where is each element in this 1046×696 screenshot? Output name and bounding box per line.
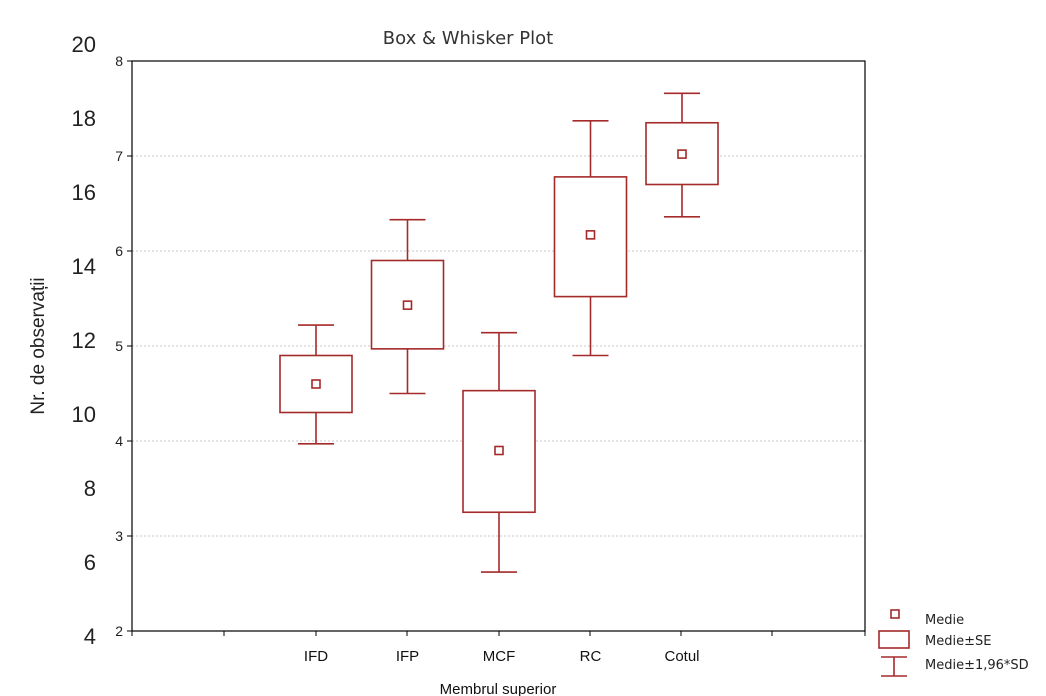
chart-title: Box & Whisker Plot bbox=[383, 28, 553, 49]
mean-marker bbox=[311, 379, 321, 389]
y-axis-label: Nr. de observații bbox=[28, 277, 49, 414]
y-tick-label: 5 bbox=[115, 338, 123, 354]
outer-y-tick-label: 16 bbox=[72, 180, 96, 205]
category-label: IFD bbox=[304, 648, 328, 665]
legend-mean-label: Medie bbox=[925, 613, 964, 628]
box-rc bbox=[553, 120, 628, 357]
legend: Medie Medie±SE Medie±1,96*SD bbox=[878, 609, 1029, 677]
box-mcf bbox=[462, 331, 536, 573]
outer-y-axis: 4 6 8 10 12 14 16 18 20 bbox=[72, 32, 96, 649]
category-label: Cotul bbox=[664, 648, 699, 665]
outer-y-tick-label: 20 bbox=[72, 32, 96, 57]
box-ifp bbox=[370, 218, 445, 395]
legend-se-label: Medie±SE bbox=[925, 634, 991, 649]
box-cotul bbox=[645, 92, 719, 218]
outer-y-tick-label: 6 bbox=[84, 550, 96, 575]
mean-marker bbox=[677, 149, 687, 159]
category-label: RC bbox=[580, 648, 602, 665]
y-tick-label: 4 bbox=[115, 433, 123, 449]
mean-marker bbox=[494, 445, 504, 456]
category-label: IFP bbox=[396, 648, 419, 665]
outer-y-tick-label: 4 bbox=[84, 624, 96, 649]
legend-mean-marker bbox=[890, 609, 900, 619]
outer-y-tick-label: 14 bbox=[72, 254, 96, 279]
inner-y-axis: 2 3 4 5 6 7 8 bbox=[115, 53, 866, 639]
outer-y-tick-label: 8 bbox=[84, 476, 96, 501]
plot-frame bbox=[131, 60, 866, 632]
mean-marker bbox=[402, 300, 413, 310]
legend-sd-whisker bbox=[881, 656, 907, 677]
x-axis-label: Membrul superior bbox=[440, 681, 557, 696]
y-tick-label: 8 bbox=[115, 53, 123, 69]
mean-marker bbox=[585, 230, 596, 240]
legend-se-box bbox=[878, 630, 910, 649]
category-labels: IFD IFP MCF RC Cotul bbox=[304, 648, 700, 665]
category-label: MCF bbox=[483, 648, 516, 665]
y-tick-label: 2 bbox=[115, 623, 123, 639]
box-series bbox=[279, 92, 719, 573]
y-tick-label: 6 bbox=[115, 243, 123, 259]
y-tick-label: 3 bbox=[115, 528, 123, 544]
outer-y-tick-label: 12 bbox=[72, 328, 96, 353]
legend-sd-label: Medie±1,96*SD bbox=[925, 658, 1029, 673]
outer-y-tick-label: 18 bbox=[72, 106, 96, 131]
box-ifd bbox=[279, 324, 353, 445]
outer-y-tick-label: 10 bbox=[72, 402, 96, 427]
y-tick-label: 7 bbox=[115, 148, 123, 164]
